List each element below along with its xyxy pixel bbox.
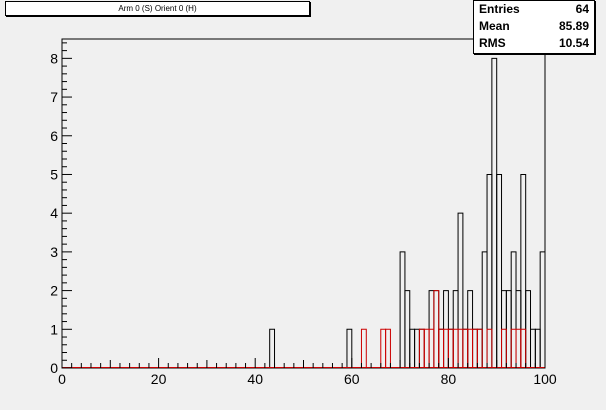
histogram-bin [521, 329, 526, 368]
histogram-title: Arm 0 (S) Orient 0 (H) [5, 1, 310, 16]
stats-row-entries: Entries 64 [474, 1, 594, 18]
histogram-bin [415, 329, 420, 368]
histogram-bin [526, 291, 531, 368]
stats-entries-label: Entries [479, 1, 520, 18]
y-tick-label: 7 [50, 89, 58, 105]
stats-rms-value: 10.54 [559, 35, 589, 52]
y-tick-label: 2 [50, 283, 58, 299]
x-tick-label: 100 [533, 371, 557, 387]
histogram-bin [270, 329, 275, 368]
histogram-bin [410, 329, 415, 368]
histogram-bin [482, 252, 487, 368]
histogram-bin [439, 329, 444, 368]
histogram-bin [400, 252, 405, 368]
histogram-bin [448, 329, 453, 368]
series-layer [62, 58, 545, 368]
histogram-bin [444, 329, 449, 368]
histogram-bin [424, 329, 429, 368]
histogram-bin [497, 174, 502, 368]
histogram-bin [419, 329, 424, 368]
histogram-bin [434, 291, 439, 368]
histogram-bin [468, 329, 473, 368]
y-tick-label: 0 [50, 360, 58, 376]
histogram-bin [473, 329, 478, 368]
y-tick-label: 3 [50, 244, 58, 260]
histogram-bin [463, 329, 468, 368]
histogram-bin [477, 329, 482, 368]
histogram-bin [531, 329, 536, 368]
histogram-bin [511, 252, 516, 368]
y-tick-label: 4 [50, 205, 58, 221]
x-tick-label: 40 [247, 371, 263, 387]
histogram-bin [458, 213, 463, 368]
histogram-bin [487, 174, 492, 368]
x-tick-label: 60 [344, 371, 360, 387]
histogram-bin [381, 329, 386, 368]
histogram-bin [419, 329, 424, 368]
histogram-bin [477, 329, 482, 368]
stats-row-mean: Mean 85.89 [474, 18, 594, 35]
histogram-bin [506, 291, 511, 368]
y-tick-label: 1 [50, 321, 58, 337]
histogram-bin [473, 329, 478, 368]
histogram-bin [492, 58, 497, 368]
x-tick-label: 80 [441, 371, 457, 387]
histogram-bin [487, 329, 492, 368]
x-tick-label: 0 [58, 371, 66, 387]
axis-layer: 0 20 40 60 80 100 0 1 2 3 4 5 6 7 8 [50, 43, 557, 387]
histogram-bin [540, 252, 545, 368]
stats-rms-label: RMS [479, 35, 506, 52]
histogram-bin [521, 174, 526, 368]
histogram-bin [434, 291, 439, 368]
histogram-bin [458, 329, 463, 368]
histogram-bin [347, 329, 352, 368]
stats-mean-value: 85.89 [559, 18, 589, 35]
stats-entries-value: 64 [576, 1, 589, 18]
y-tick-label: 6 [50, 128, 58, 144]
histogram-bin [511, 329, 516, 368]
stats-box: Entries 64 Mean 85.89 RMS 10.54 [473, 0, 595, 54]
histogram-bin [386, 329, 391, 368]
stats-row-rms: RMS 10.54 [474, 35, 594, 52]
histogram-bin [502, 329, 507, 368]
histogram-bin [516, 329, 521, 368]
x-tick-label: 20 [151, 371, 167, 387]
y-tick-label: 8 [50, 50, 58, 66]
histogram-bin [453, 329, 458, 368]
histogram-bin [463, 329, 468, 368]
histogram-bin [405, 291, 410, 368]
histogram-bin [448, 329, 453, 368]
stats-mean-label: Mean [479, 18, 510, 35]
histogram-bin [535, 329, 540, 368]
histogram-bin [439, 329, 444, 368]
y-tick-label: 5 [50, 166, 58, 182]
histogram-bin [361, 329, 366, 368]
series-0 [62, 58, 545, 368]
histogram-bin [429, 329, 434, 368]
